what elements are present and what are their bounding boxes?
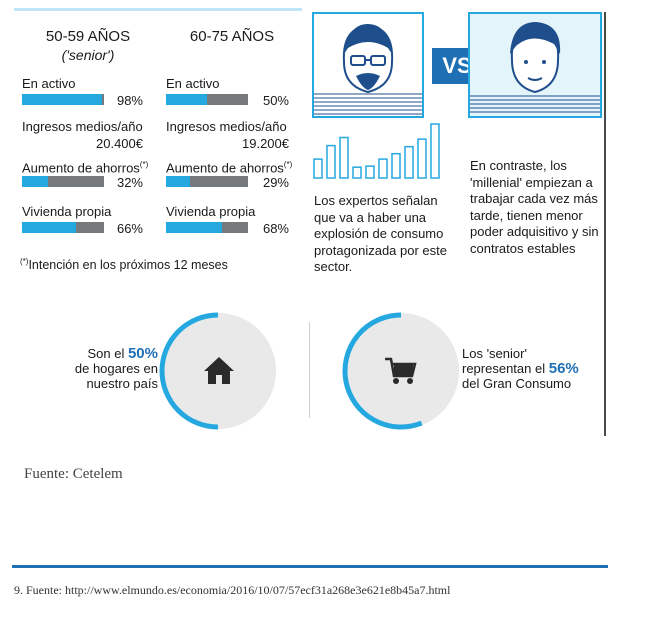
mini-bar [378,158,388,179]
g2-metric-1-fill [166,94,207,105]
g1-metric-2-value: 20.400€ [96,136,143,151]
mini-bar-icon [313,123,440,179]
stat-1-text: Son el 50% de hogares en nuestro país [74,345,158,391]
g2-metric-3-fill [166,176,190,187]
g2-metric-1-label: En activo [166,76,220,91]
mini-bar [339,136,349,179]
mini-bar [430,123,440,179]
mini-bar [352,166,362,179]
millenial-text: En contraste, los 'millenial' empiezan a… [470,158,599,256]
group-1-subtitle: ('senior') [61,47,115,63]
mini-bar [326,144,336,179]
mini-bar [365,165,375,179]
source-label: Fuente: Cetelem [24,466,123,482]
stat-1-ring [159,312,219,430]
mini-bar [391,152,401,179]
stat-2-text: Los 'senior' representan el 56% del Gran … [462,346,579,391]
progress-arc [342,312,423,430]
footnote-url: 9. Fuente: http://www.elmundo.es/economi… [14,583,451,597]
g2-metric-4-value: 68% [262,221,289,236]
g1-metric-3-bar [22,176,104,187]
senior-face-illustration [314,24,422,115]
g2-metric-4-label: Vivienda propia [166,204,256,219]
g1-metric-4-bar [22,222,104,233]
experts-text: Los expertos señalan que va a haber una … [314,193,447,274]
g2-metric-3-label: Aumento de ahorros(*) [166,160,293,176]
g1-metric-3-value: 32% [116,175,143,190]
g1-metric-1-label: En activo [22,76,76,91]
g2-metric-3-value: 29% [262,175,289,190]
shopping-cart-icon [384,356,418,391]
g1-metric-1-fill [22,94,103,105]
g1-metric-3-label: Aumento de ahorros(*) [22,160,149,176]
g2-metric-1-value: 50% [262,93,289,108]
millenial-face-illustration [470,22,600,113]
blue-rule [12,565,608,568]
g1-metric-4-fill [22,222,77,233]
g2-metric-2-value: 19.200€ [242,136,289,151]
g2-metric-4-bar [166,222,248,233]
group-1-title: 50-59 AÑOS [45,28,131,45]
footnote: (*)Intención en los próximos 12 meses [20,257,228,273]
g2-metric-2-label: Ingresos medios/año [166,119,287,134]
g1-metric-4-label: Vivienda propia [22,204,112,219]
progress-arc [159,312,219,430]
millenial-portrait [468,12,602,118]
g2-metric-3-bar [166,176,248,187]
group-2-title: 60-75 AÑOS [189,28,275,45]
mini-bar [313,158,323,179]
senior-portrait [312,12,424,118]
mini-bar [404,145,414,179]
g1-metric-3-fill [22,176,49,187]
g1-metric-4-value: 66% [116,221,143,236]
top-accent-line [14,8,302,11]
g1-metric-1-bar [22,94,104,105]
mini-bar [417,138,427,179]
home-icon [202,354,236,391]
g1-metric-1-value: 98% [116,93,143,108]
g2-metric-4-fill [166,222,222,233]
g1-metric-2-label: Ingresos medios/año [22,119,143,134]
stat-2-ring [342,312,423,430]
right-border [604,12,606,436]
stat-divider [309,322,310,418]
g2-metric-1-bar [166,94,248,105]
